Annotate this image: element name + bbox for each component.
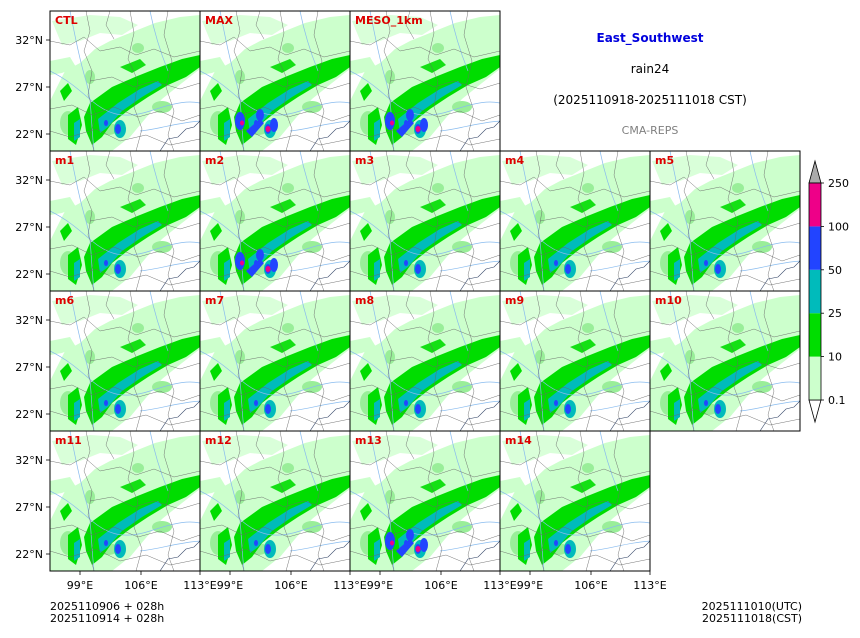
lat-tick-label: 32°N [15,174,43,187]
panel-label: m8 [355,294,374,307]
panel-label: m2 [205,154,224,167]
panel-label: m11 [55,434,82,447]
period-title: (2025110918-2025111018 CST) [553,93,747,107]
colorbar-level-label: 100 [828,220,849,233]
lon-tick-label: 113°E [183,579,216,592]
map-panel-m7: m7 [199,290,351,432]
panel-label: m9 [505,294,524,307]
lon-tick-label: 99°E [367,579,393,592]
colorbar-level-label: 0.1 [828,394,846,407]
axes: 32°N 27°N 22°N 32°N 27°N 22°N 32°N 27°N 22°N 32°N… [15,34,667,592]
panel-label: m12 [205,434,232,447]
panel-label: m4 [505,154,524,167]
lat-tick-label: 27°N [15,81,43,94]
lat-tick-label: 32°N [15,314,43,327]
map-panel-m4: m4 [499,150,651,292]
lon-tick-label: 99°E [517,579,543,592]
lon-tick-label: 99°E [67,579,93,592]
panel-label: m6 [55,294,74,307]
colorbar-level-label: 25 [828,307,842,320]
lon-tick-label: 106°E [424,579,457,592]
map-panel-m12: m12 [199,430,351,572]
valid-time: 2025111010(UTC) 2025111018(CST) [690,601,802,625]
valid-cst: 2025111018(CST) [702,612,802,625]
lat-tick-label: 22°N [15,128,43,141]
colorbar: 0.1 10 25 50 100 250 [808,159,849,424]
map-panel-m14: m14 [499,430,651,572]
panel-label: MESO_1km [355,14,423,27]
lat-tick-label: 27°N [15,361,43,374]
panel-label: CTL [55,14,78,27]
map-panel-m6: m6 [49,290,201,432]
lon-tick-label: 106°E [574,579,607,592]
panel-label: m10 [655,294,682,307]
lat-tick-label: 22°N [15,268,43,281]
panel-label: MAX [205,14,233,27]
panel-label: m1 [55,154,74,167]
colorbar-extend-max [808,159,822,184]
map-panel-ctl: CTL [49,10,201,152]
map-panel-m3: m3 [349,150,501,292]
init-cst: 2025110914 + 028h [50,612,165,625]
lat-tick-label: 27°N [15,221,43,234]
lat-tick-label: 32°N [15,454,43,467]
map-panel-m9: m9 [499,290,651,432]
map-panel-m5: m5 [649,150,801,292]
map-panel-m1: m1 [49,150,201,292]
colorbar-level-label: 50 [828,264,842,277]
lon-tick-label: 113°E [333,579,366,592]
panel-label: m7 [205,294,224,307]
lon-tick-label: 106°E [124,579,157,592]
lon-tick-label: 113°E [483,579,516,592]
colorbar-segment [809,226,821,270]
system-title: CMA-REPS [621,124,679,137]
region-title: East_Southwest [596,31,704,45]
lon-tick-label: 99°E [217,579,243,592]
map-panel-m8: m8 [349,290,501,432]
lon-tick-label: 113°E [633,579,666,592]
lat-tick-label: 27°N [15,501,43,514]
valid-utc: 2025111010(UTC) [701,600,802,613]
init-utc: 2025110906 + 028h [50,600,165,613]
map-panel-m13: m13 [349,430,501,572]
colorbar-level-label: 10 [828,351,842,364]
lat-tick-label: 22°N [15,548,43,561]
panel-label: m14 [505,434,532,447]
map-panel-m2: m2 [199,150,351,292]
map-panel-m10: m10 [649,290,801,432]
panel-label: m13 [355,434,382,447]
colorbar-segment [809,313,821,357]
map-panel-max: MAX [199,10,351,152]
panel-label: m5 [655,154,674,167]
panel-grid: CTL MAX MESO_1km m1 m2 m3 m4 m5 m6 m7 m8 m9 m10 m11 m1… [49,10,801,572]
colorbar-level-label: 250 [828,177,849,190]
panel-label: m3 [355,154,374,167]
lat-tick-label: 22°N [15,408,43,421]
colorbar-extend-min [808,399,822,424]
map-panel-meso_1km: MESO_1km [349,10,501,152]
colorbar-segment [809,269,821,314]
colorbar-segment [809,356,821,400]
lat-tick-label: 32°N [15,34,43,47]
variable-title: rain24 [630,62,670,76]
lon-tick-label: 106°E [274,579,307,592]
map-panel-m11: m11 [49,430,201,572]
colorbar-segment [809,183,821,227]
init-time: 2025110906 + 028h 2025110914 + 028h [50,601,164,625]
